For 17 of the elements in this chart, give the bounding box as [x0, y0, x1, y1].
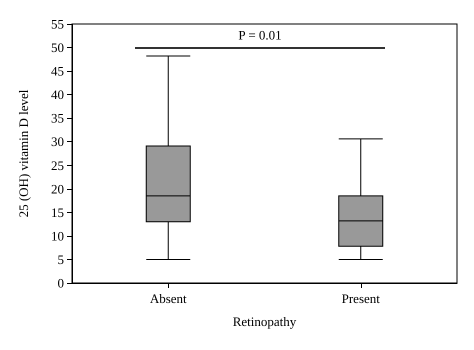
y-tick-label: 40 — [51, 87, 64, 102]
y-tick-label: 25 — [51, 158, 64, 173]
y-tick-label: 55 — [51, 16, 64, 32]
y-tick-label: 35 — [51, 110, 64, 126]
x-tick-label: Present — [342, 291, 380, 306]
y-tick-label: 5 — [58, 252, 64, 267]
x-tick-label: Absent — [150, 291, 188, 306]
y-tick-label: 15 — [51, 204, 64, 220]
y-tick-label: 45 — [51, 64, 64, 79]
y-tick-label: 20 — [51, 181, 64, 196]
y-tick-label: 50 — [51, 40, 64, 56]
y-tick-label: 0 — [58, 276, 64, 290]
annotation: P = 0.01 — [238, 28, 282, 42]
x-axis-title: Retinopathy — [232, 314, 297, 329]
y-tick-label: 10 — [51, 228, 64, 244]
y-axis-title: 25 (OH) vitamin D level — [16, 89, 31, 218]
y-tick-label: 30 — [51, 134, 64, 150]
